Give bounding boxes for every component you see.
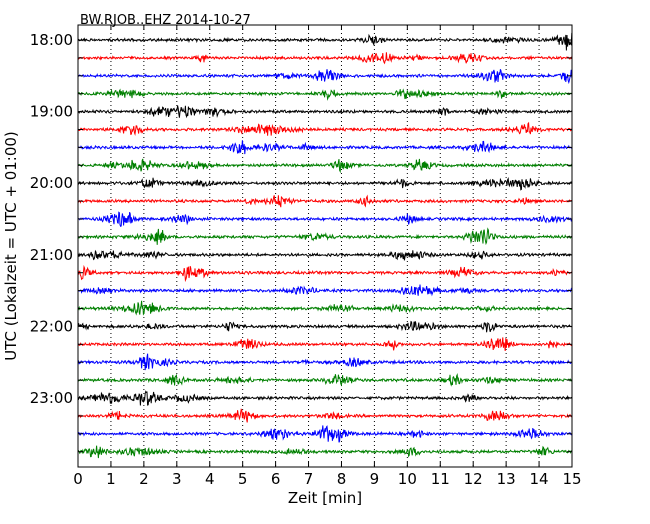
- trace-1900: [78, 105, 573, 119]
- trace-2115: [77, 264, 573, 283]
- trace-1830: [77, 69, 573, 85]
- x-tick-label: 10: [398, 470, 417, 488]
- y-tick-label: 19:00: [30, 103, 73, 121]
- trace-2230: [77, 353, 573, 371]
- y-tick-label: 22:00: [30, 317, 73, 335]
- seismic-traces: [77, 32, 573, 459]
- trace-2100: [77, 249, 572, 261]
- trace-1815: [77, 52, 573, 65]
- x-tick-label: 1: [106, 470, 116, 488]
- axis-ticks: 0 1 2 3 4 5 6 7 8 9 10 11 12 13 14 1518:0019:0020:0021:…: [30, 25, 582, 488]
- x-tick-label: 2: [139, 470, 149, 488]
- y-axis-label: UTC (Lokalzeit = UTC + 01:00): [2, 131, 20, 361]
- trace-2000: [77, 177, 573, 191]
- trace-2315: [77, 408, 573, 423]
- x-tick-label: 14: [530, 470, 549, 488]
- trace-1800: [77, 32, 573, 51]
- x-tick-label: 8: [337, 470, 347, 488]
- trace-2345: [77, 445, 573, 459]
- x-tick-label: 13: [497, 470, 516, 488]
- x-tick-label: 4: [205, 470, 215, 488]
- y-tick-label: 21:00: [30, 246, 73, 264]
- x-tick-label: 11: [431, 470, 450, 488]
- y-tick-label: 20:00: [30, 174, 73, 192]
- y-tick-label: 18:00: [30, 31, 73, 49]
- x-tick-label: 0: [73, 470, 83, 488]
- trace-2015: [77, 194, 573, 208]
- trace-1930: [77, 140, 572, 155]
- y-tick-label: 23:00: [30, 389, 73, 407]
- trace-2045: [77, 227, 573, 246]
- trace-2200: [77, 320, 572, 333]
- x-tick-label: 7: [304, 470, 314, 488]
- trace-2030: [77, 211, 573, 228]
- plot-frame: [77, 24, 573, 468]
- x-tick-label: 15: [562, 470, 581, 488]
- trace-1915: [77, 121, 573, 136]
- trace-1945: [77, 158, 573, 174]
- trace-2300: [77, 390, 573, 406]
- trace-2330: [77, 425, 573, 443]
- trace-2145: [77, 300, 572, 316]
- chart-title: BW.RJOB..EHZ 2014-10-27: [80, 13, 251, 28]
- trace-2130: [77, 284, 573, 297]
- x-tick-label: 12: [464, 470, 483, 488]
- x-tick-label: 5: [238, 470, 248, 488]
- trace-1845: [77, 88, 573, 101]
- trace-2215: [77, 337, 572, 352]
- trace-2245: [77, 373, 573, 387]
- x-tick-label: 6: [271, 470, 281, 488]
- grid-lines: [110, 25, 540, 467]
- x-axis-label: Zeit [min]: [288, 489, 362, 507]
- x-tick-label: 3: [172, 470, 182, 488]
- x-tick-label: 9: [370, 470, 380, 488]
